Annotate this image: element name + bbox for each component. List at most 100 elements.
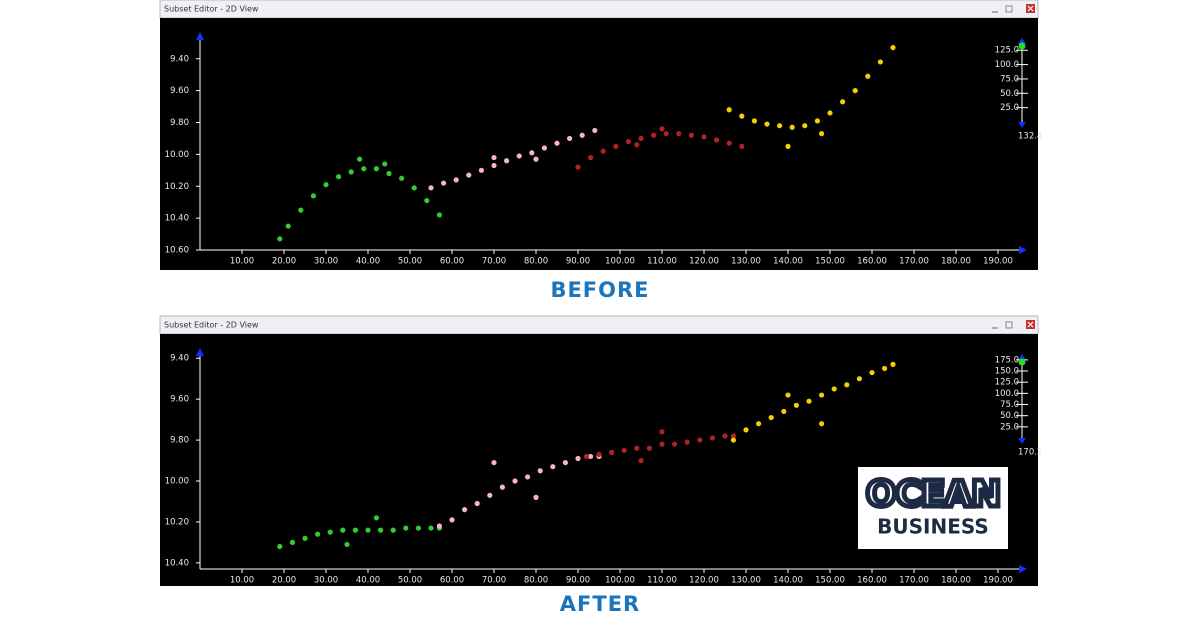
data-point [844, 382, 850, 388]
y-axis-arrow [196, 32, 204, 40]
data-point [487, 492, 493, 498]
data-point [676, 131, 682, 137]
data-point [302, 535, 308, 541]
caption: AFTER [560, 592, 640, 616]
x-tick-label: 130.00 [731, 576, 761, 586]
data-point [361, 166, 367, 172]
data-point [327, 529, 333, 535]
data-point [277, 543, 283, 550]
x-tick-label: 30.00 [314, 576, 338, 586]
data-point [541, 145, 548, 151]
x-tick-label: 90.00 [566, 576, 590, 586]
x-tick-label: 170.00 [899, 576, 929, 586]
data-point [352, 527, 358, 533]
data-point [298, 207, 304, 213]
x-tick-label: 120.00 [689, 257, 719, 267]
x-tick-label: 140.00 [773, 257, 803, 267]
data-point [428, 185, 434, 191]
colorbar-arrow [1018, 438, 1026, 444]
data-point [504, 158, 510, 164]
data-point [869, 369, 875, 376]
data-point [865, 73, 871, 79]
data-point [785, 143, 791, 150]
data-point [793, 402, 800, 408]
data-point [684, 439, 690, 445]
data-point [373, 166, 379, 172]
logo: OCEAN BUSINESS [858, 467, 1008, 549]
data-point [436, 212, 442, 218]
x-tick-label: 100.00 [605, 576, 635, 586]
data-point [348, 169, 354, 175]
y-axis-arrow [196, 348, 204, 356]
data-point [567, 135, 573, 142]
close-icon [1027, 321, 1034, 328]
data-point [663, 131, 669, 137]
data-point [436, 523, 442, 529]
maximize-button[interactable] [1005, 321, 1013, 329]
x-tick-label: 160.00 [857, 257, 887, 267]
maximize-button[interactable] [1005, 5, 1013, 13]
data-point [743, 427, 749, 433]
data-point [357, 156, 363, 162]
data-point [726, 107, 732, 113]
data-point [537, 468, 543, 474]
data-point [831, 386, 837, 392]
logo-word: OCEAN [866, 474, 1001, 515]
data-point [651, 132, 657, 138]
x-tick-label: 50.00 [398, 576, 422, 586]
data-point [373, 515, 379, 521]
x-tick-label: 180.00 [941, 576, 971, 586]
x-tick-label: 10.00 [230, 257, 254, 267]
data-point [785, 392, 791, 398]
plot-area [160, 18, 1038, 270]
data-point [621, 447, 627, 453]
colorbar-tick-label: 25.0 [1000, 103, 1019, 113]
data-point [638, 135, 644, 142]
x-axis-arrow [1019, 246, 1027, 254]
data-point [730, 437, 737, 443]
data-point [588, 154, 594, 161]
data-point [382, 161, 388, 167]
x-tick-label: 60.00 [440, 257, 464, 267]
data-point [634, 445, 640, 451]
data-point [453, 177, 459, 183]
data-point [697, 437, 703, 443]
data-point [403, 525, 409, 531]
data-point [424, 197, 430, 204]
colorbar-tick-label: 100.0 [995, 389, 1019, 399]
data-point [285, 223, 291, 229]
data-point [592, 127, 598, 134]
window-title: Subset Editor - 2D View [164, 321, 259, 330]
data-point [415, 525, 421, 531]
x-tick-label: 80.00 [524, 576, 548, 586]
x-tick-label: 110.00 [647, 576, 677, 586]
data-point [764, 121, 770, 127]
colorbar-tick-label: 125.0 [995, 46, 1019, 56]
data-point [499, 484, 505, 490]
data-point [478, 167, 484, 173]
colorbar-arrow [1018, 354, 1026, 360]
data-point [289, 539, 295, 545]
x-tick-label: 170.00 [899, 257, 929, 267]
data-point [659, 126, 665, 132]
data-point [474, 500, 480, 507]
data-point [890, 361, 896, 367]
data-point [344, 541, 350, 548]
data-point [365, 527, 371, 533]
y-tick-label: 10.60 [165, 246, 189, 256]
colorbar-tick-label: 75.0 [1000, 74, 1019, 84]
data-point [512, 478, 518, 484]
data-point [336, 174, 342, 180]
data-point [525, 474, 531, 480]
y-tick-label: 10.20 [165, 517, 189, 527]
colorbar-max-marker [1018, 358, 1026, 366]
data-point [819, 131, 825, 137]
data-point [411, 185, 417, 191]
x-tick-label: 20.00 [272, 576, 296, 586]
data-point [726, 140, 732, 146]
data-point [600, 148, 606, 154]
data-point [449, 517, 455, 523]
colorbar-tick-label: 100.0 [995, 60, 1019, 70]
data-point [672, 441, 678, 447]
